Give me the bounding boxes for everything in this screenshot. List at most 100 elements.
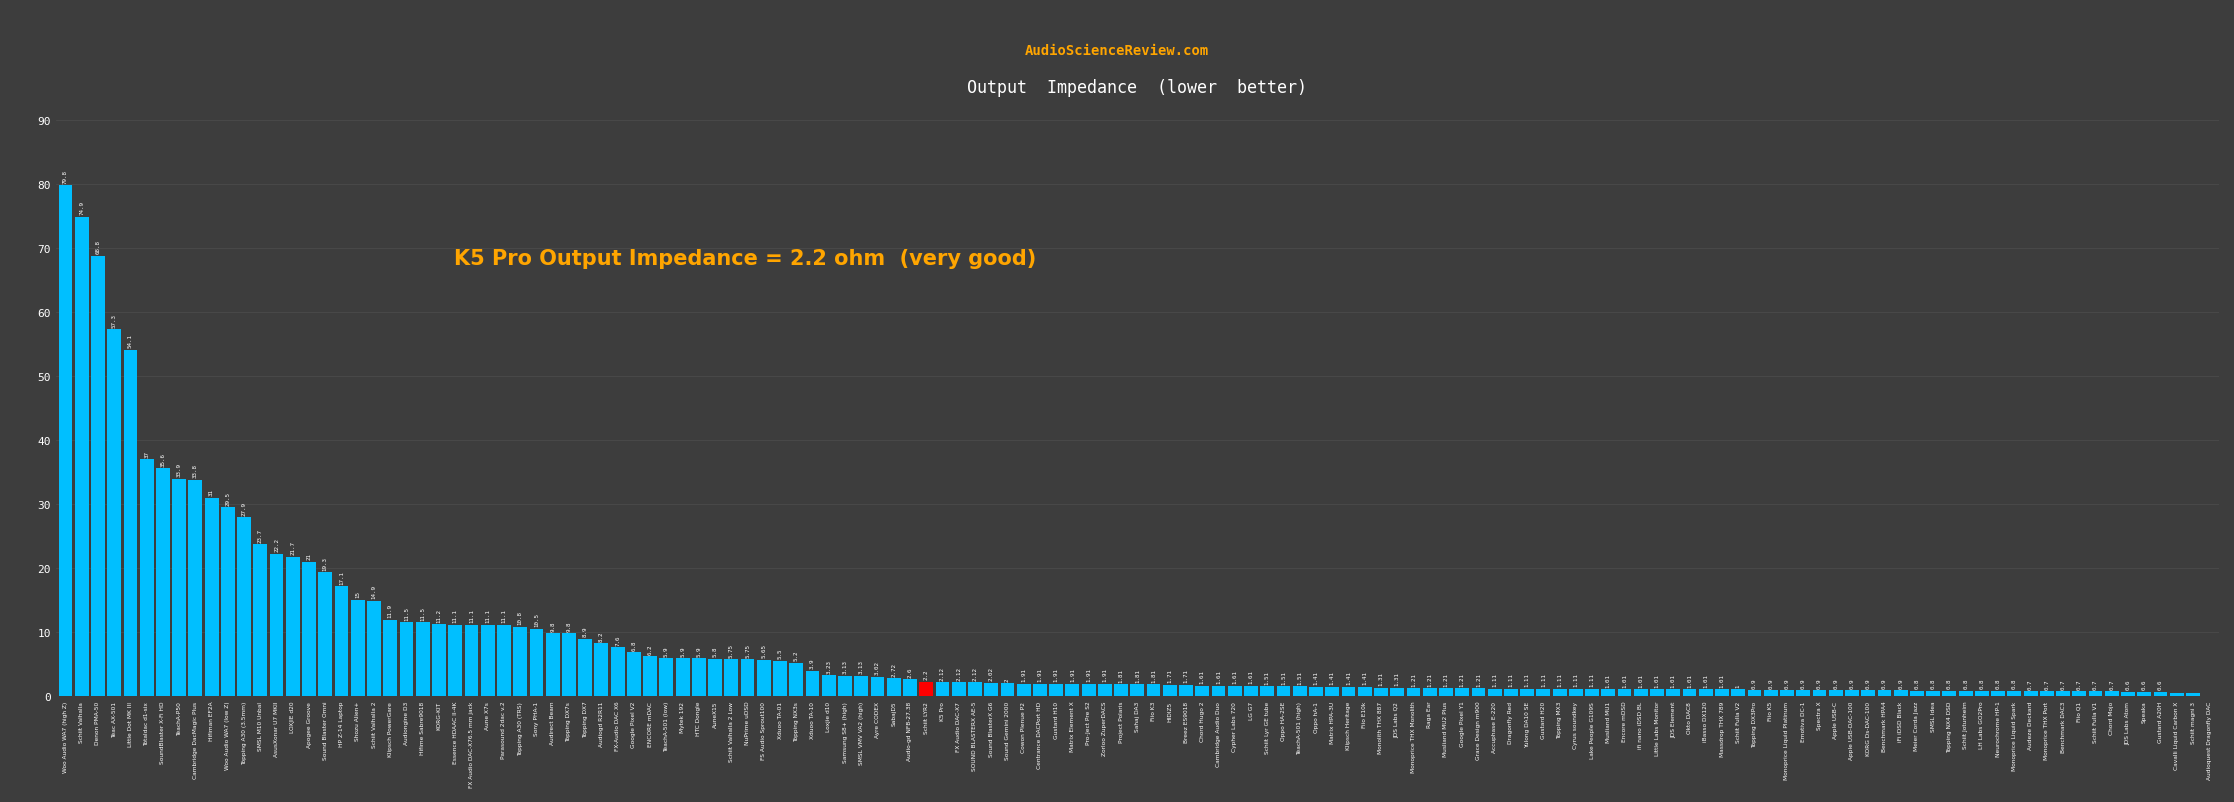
Text: 14.9: 14.9: [371, 585, 378, 598]
Text: 1.11: 1.11: [1508, 672, 1512, 687]
Bar: [853, 676, 869, 696]
Bar: [206, 498, 219, 696]
Bar: [529, 629, 543, 696]
Bar: [2104, 691, 2118, 696]
Text: 54.1: 54.1: [127, 334, 132, 348]
Bar: [643, 656, 657, 696]
Text: 1.51: 1.51: [1280, 670, 1287, 684]
Bar: [545, 634, 558, 696]
Text: 5.65: 5.65: [762, 643, 766, 658]
Text: 1.81: 1.81: [1119, 668, 1124, 682]
Bar: [610, 647, 626, 696]
Bar: [594, 644, 608, 696]
Text: 1.01: 1.01: [1655, 673, 1660, 687]
Text: 7.6: 7.6: [614, 634, 621, 645]
Bar: [141, 460, 154, 696]
Text: 0.9: 0.9: [1751, 677, 1756, 687]
Bar: [1796, 691, 1810, 696]
Bar: [431, 625, 447, 696]
Text: 1.01: 1.01: [1622, 673, 1626, 687]
Text: 1.41: 1.41: [1345, 670, 1352, 684]
Bar: [838, 676, 851, 696]
Text: 1.21: 1.21: [1428, 672, 1432, 686]
Bar: [806, 671, 820, 696]
Text: K5 Pro Output Impedance = 2.2 ohm  (very good): K5 Pro Output Impedance = 2.2 ohm (very …: [454, 249, 1037, 269]
Bar: [416, 622, 429, 696]
Bar: [366, 601, 382, 696]
Text: 0.9: 0.9: [1881, 677, 1888, 687]
Bar: [1602, 690, 1615, 696]
Bar: [1115, 684, 1128, 696]
Bar: [1066, 684, 1079, 696]
Bar: [1910, 691, 1923, 696]
Bar: [967, 683, 983, 696]
Text: 1.81: 1.81: [1151, 668, 1155, 682]
Bar: [903, 679, 916, 696]
Text: 2.12: 2.12: [956, 666, 961, 680]
Bar: [2008, 691, 2022, 696]
Text: 0.9: 0.9: [1850, 677, 1854, 687]
Text: 1.01: 1.01: [1687, 673, 1691, 687]
Bar: [335, 587, 349, 696]
Bar: [1439, 688, 1452, 696]
Bar: [693, 658, 706, 696]
Text: 2.02: 2.02: [990, 666, 994, 681]
Bar: [1651, 690, 1664, 696]
Text: 5.9: 5.9: [697, 646, 701, 656]
Bar: [1503, 689, 1517, 696]
Bar: [1894, 691, 1908, 696]
Text: 1.31: 1.31: [1378, 671, 1383, 685]
Text: 0.9: 0.9: [1834, 677, 1839, 687]
Bar: [1716, 690, 1729, 696]
Bar: [1975, 691, 1988, 696]
Bar: [742, 659, 755, 696]
Text: 27.9: 27.9: [241, 501, 246, 515]
Text: 1.41: 1.41: [1363, 670, 1367, 684]
Text: 11.1: 11.1: [485, 609, 489, 622]
Bar: [1097, 684, 1113, 696]
Text: 1.41: 1.41: [1329, 670, 1334, 684]
Text: 1.71: 1.71: [1184, 669, 1188, 683]
Text: 10.8: 10.8: [518, 610, 523, 625]
Text: 0.9: 0.9: [1785, 677, 1789, 687]
Text: 0.6: 0.6: [2142, 679, 2147, 690]
Bar: [286, 557, 299, 696]
Text: 2.72: 2.72: [891, 662, 896, 676]
Text: 0.7: 0.7: [2078, 678, 2082, 689]
Text: 11.1: 11.1: [454, 609, 458, 622]
Bar: [172, 480, 185, 696]
Bar: [1472, 688, 1486, 696]
Text: 2: 2: [1005, 677, 1010, 681]
Text: 0.8: 0.8: [1915, 678, 1919, 688]
Text: 35.6: 35.6: [161, 452, 165, 466]
Bar: [675, 658, 690, 696]
Bar: [1195, 686, 1209, 696]
Bar: [724, 659, 737, 696]
Bar: [1180, 685, 1193, 696]
Text: 11.5: 11.5: [404, 606, 409, 620]
Text: 1.21: 1.21: [1477, 672, 1481, 686]
Bar: [1130, 684, 1144, 696]
Bar: [1423, 688, 1436, 696]
Text: 29.5: 29.5: [226, 491, 230, 505]
Bar: [1877, 691, 1892, 696]
Text: 1.11: 1.11: [1492, 672, 1497, 687]
Bar: [1747, 691, 1760, 696]
Bar: [1293, 687, 1307, 696]
Bar: [1050, 684, 1063, 696]
Bar: [1016, 684, 1030, 696]
Bar: [400, 622, 413, 696]
Text: 1.51: 1.51: [1298, 670, 1302, 684]
Text: 1.81: 1.81: [1135, 668, 1139, 682]
Bar: [2120, 692, 2136, 696]
Bar: [2073, 691, 2087, 696]
Text: 0.7: 0.7: [2060, 678, 2066, 689]
Bar: [270, 554, 284, 696]
Text: 57.3: 57.3: [112, 314, 116, 327]
Text: 1.11: 1.11: [1557, 672, 1562, 687]
Text: 1.01: 1.01: [1606, 673, 1611, 687]
Bar: [2040, 691, 2053, 696]
Bar: [302, 562, 315, 696]
Bar: [985, 683, 999, 696]
Bar: [628, 653, 641, 696]
